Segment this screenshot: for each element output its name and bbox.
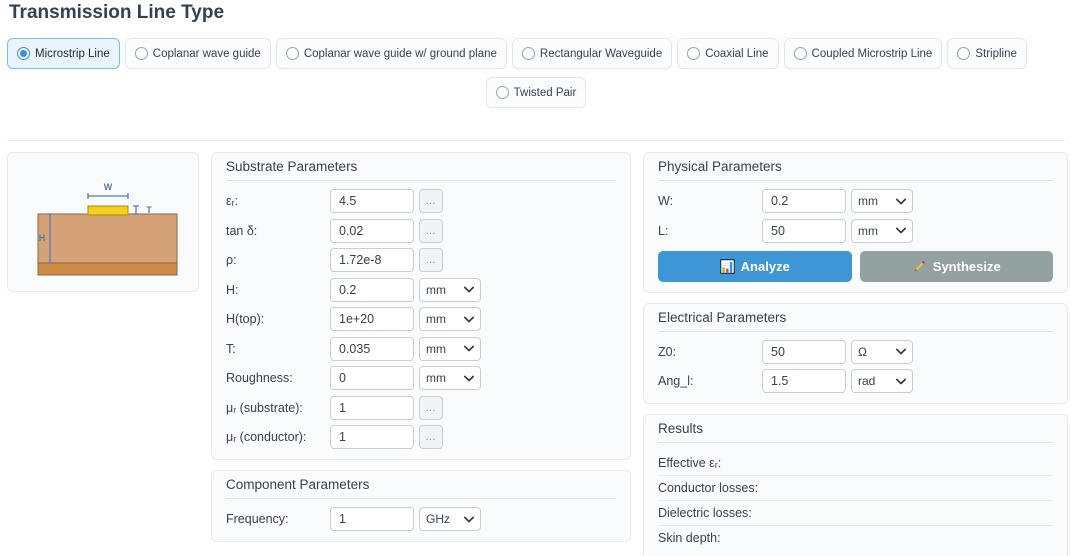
svg-text:T: T (146, 205, 152, 215)
svg-text:W: W (104, 182, 113, 192)
svg-text:H: H (39, 233, 46, 243)
